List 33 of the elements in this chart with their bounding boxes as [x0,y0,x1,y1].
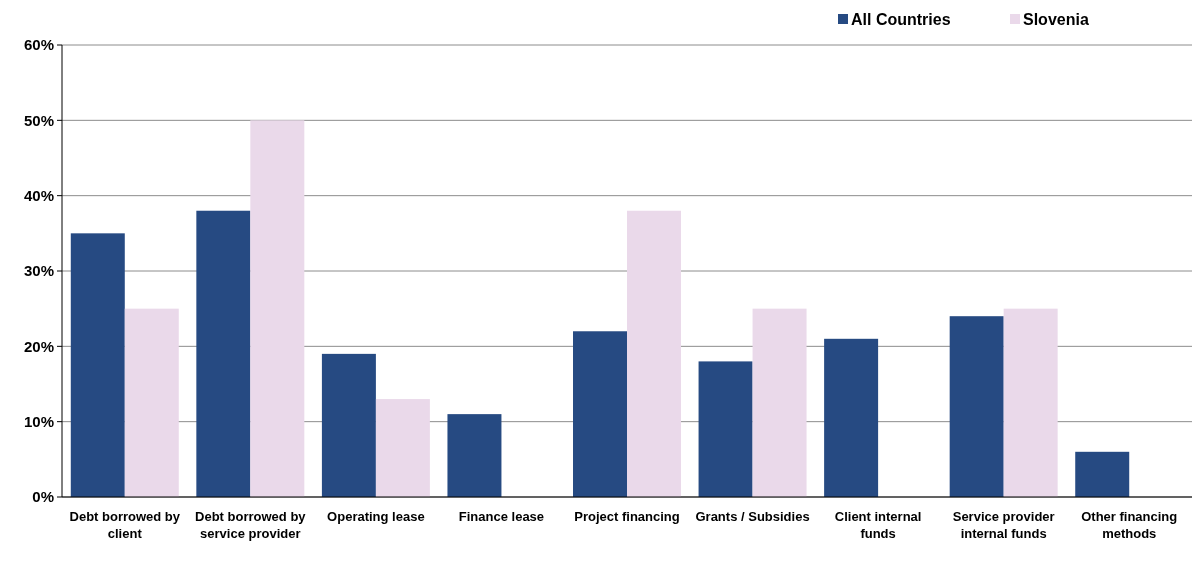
y-tick-label: 40% [23,186,54,204]
legend-label: Slovenia [1023,10,1089,28]
bar [375,399,430,497]
y-tick-label: 10% [23,412,54,430]
y-tick-label: 50% [23,111,54,129]
y-tick-label: 30% [23,262,54,280]
x-tick-label: Grants / Subsidies [695,509,810,524]
bar [70,233,125,497]
bar [1075,451,1130,497]
x-tick-label: Service provider internal funds [952,509,1055,541]
y-tick-label: 0% [32,488,54,506]
x-tick-label: Debt borrowed by service provider [195,509,307,541]
x-tick-label: Debt borrowed by client [69,509,181,541]
x-tick-label: Project financing [574,509,680,524]
bar [627,210,681,497]
bar [250,120,305,497]
bar [124,308,179,497]
bar [573,331,627,497]
bar [1003,308,1058,497]
bar [447,414,502,497]
bar [949,316,1004,497]
legend-label: All Countries [851,10,951,28]
y-tick-label: 20% [23,337,54,355]
x-tick-label: Operating lease [327,509,425,524]
x-tick-label: Finance lease [458,509,545,524]
bar [321,353,376,497]
y-tick-label: 60% [23,36,54,54]
bar [824,338,879,497]
bar [196,210,251,497]
x-tick-label: Other financing methods [1081,509,1178,541]
x-tick-label: Client internal funds [834,509,922,541]
bar [698,361,753,497]
bar [752,308,807,497]
